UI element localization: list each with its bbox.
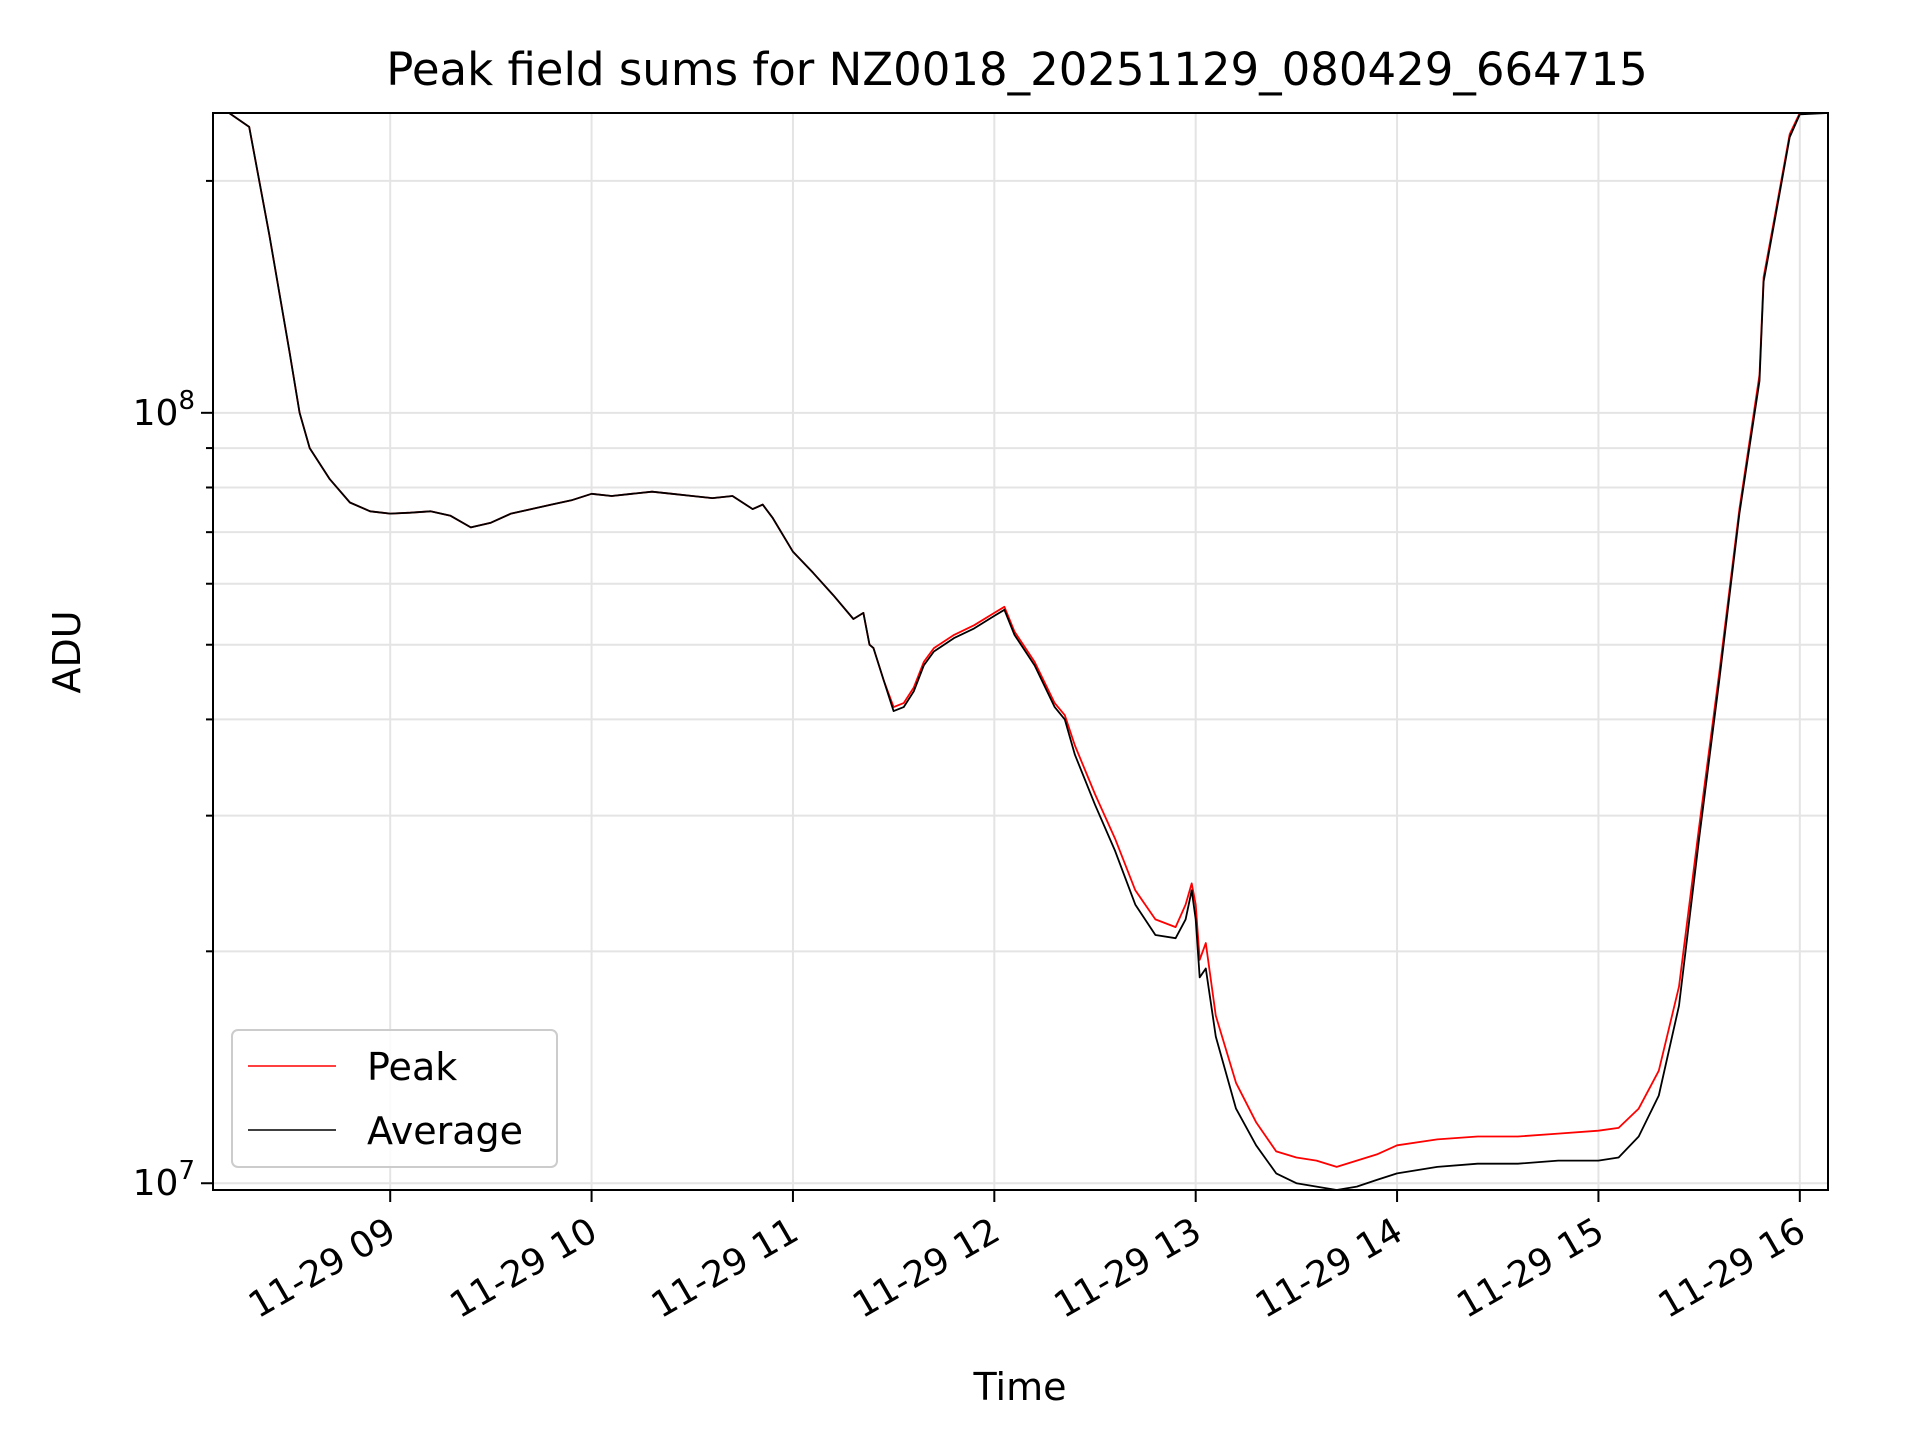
x-axis-label: Time bbox=[973, 1365, 1067, 1409]
x-tick-label: 11-29 10 bbox=[443, 1210, 604, 1326]
legend-box bbox=[231, 1029, 558, 1168]
series-line-peak bbox=[213, 112, 1828, 1168]
chart-title: Peak field sums for NZ0018_20251129_0804… bbox=[386, 43, 1647, 96]
series-line-average bbox=[213, 112, 1829, 1191]
legend-average-label: Average bbox=[367, 1109, 523, 1153]
y-axis-label: ADU bbox=[45, 610, 89, 693]
x-tick-label: 11-29 12 bbox=[846, 1210, 1007, 1326]
plot-frame bbox=[212, 112, 1829, 1191]
plot-lines bbox=[213, 112, 1829, 1191]
x-tick-label: 11-29 11 bbox=[645, 1210, 806, 1326]
x-ticks: 11-29 09 11-29 10 11-29 11 11-29 12 11-29 13… bbox=[242, 1190, 1812, 1327]
x-tick-label: 11-29 15 bbox=[1450, 1210, 1611, 1326]
grid bbox=[213, 113, 1828, 1190]
y-tick-label: 107 bbox=[133, 1156, 195, 1204]
x-tick-label: 11-29 14 bbox=[1249, 1210, 1410, 1326]
x-tick-label: 11-29 16 bbox=[1652, 1210, 1813, 1326]
x-tick-label: 11-29 13 bbox=[1048, 1210, 1209, 1326]
y-ticks: 107 108 bbox=[133, 179, 213, 1204]
y-tick-label: 108 bbox=[133, 386, 195, 434]
x-tick-label: 11-29 09 bbox=[242, 1210, 403, 1326]
legend-peak-label: Peak bbox=[367, 1045, 457, 1089]
legend: Peak Average bbox=[231, 1029, 558, 1168]
